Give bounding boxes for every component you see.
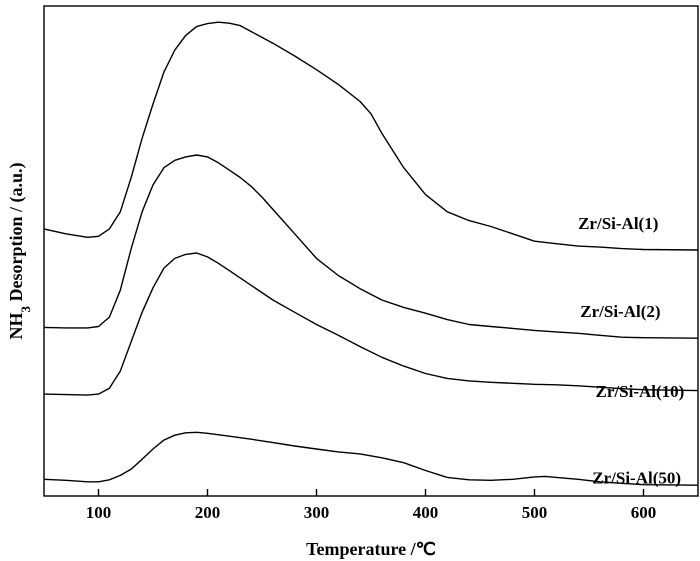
series-label: Zr/Si-Al(10) [596, 382, 685, 401]
x-tick-label: 200 [195, 503, 221, 522]
x-axis-title: Temperature /℃ [306, 539, 436, 559]
series-line [43, 21, 699, 251]
series-line [43, 154, 699, 339]
x-tick-label: 600 [631, 503, 657, 522]
series-labels: Zr/Si-Al(1) Zr/Si-Al(2) Zr/Si-Al(10) Zr/Si-… [578, 214, 684, 487]
series-line [43, 431, 699, 486]
series-line [43, 252, 699, 396]
x-tick-label: 400 [413, 503, 439, 522]
series-curves [43, 21, 699, 486]
x-tick-label: 300 [304, 503, 330, 522]
x-tick-label: 100 [86, 503, 112, 522]
x-tick-label: 500 [522, 503, 548, 522]
series-label: Zr/Si-Al(2) [580, 302, 660, 321]
series-label: Zr/Si-Al(1) [578, 214, 658, 233]
x-axis-ticks: 100 200 300 400 500 600 [86, 489, 657, 522]
series-label: Zr/Si-Al(50) [592, 468, 681, 487]
y-axis-title: NH3 Desorption / (a.u.) [6, 162, 33, 339]
plot-frame [43, 5, 699, 497]
